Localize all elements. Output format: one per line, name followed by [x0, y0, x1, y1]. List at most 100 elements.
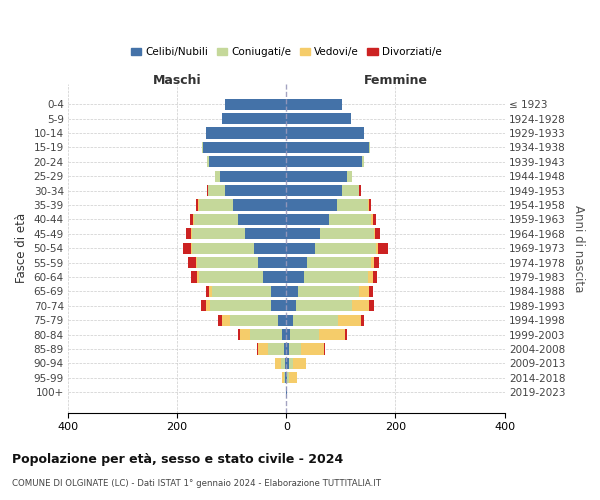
Bar — [194, 214, 238, 225]
Bar — [193, 242, 254, 254]
Bar — [203, 142, 286, 153]
Bar — [314, 242, 376, 254]
Bar — [225, 98, 286, 110]
Bar — [373, 272, 377, 282]
Bar — [192, 228, 245, 239]
Bar — [286, 113, 351, 124]
Bar — [286, 314, 293, 326]
Bar — [259, 344, 268, 354]
Bar — [271, 300, 286, 312]
Bar — [359, 286, 369, 297]
Bar — [215, 170, 220, 182]
Bar — [191, 272, 197, 282]
Bar — [281, 358, 284, 369]
Bar — [371, 257, 374, 268]
Bar — [345, 329, 347, 340]
Bar — [347, 170, 352, 182]
Bar — [369, 200, 371, 210]
Bar — [376, 242, 378, 254]
Bar — [199, 200, 233, 210]
Bar — [304, 272, 368, 282]
Bar — [361, 314, 364, 326]
Bar — [286, 300, 296, 312]
Bar — [283, 372, 284, 384]
Bar — [319, 329, 345, 340]
Text: Femmine: Femmine — [364, 74, 427, 87]
Bar — [359, 185, 361, 196]
Bar — [286, 156, 362, 168]
Bar — [201, 300, 206, 312]
Bar — [369, 286, 373, 297]
Bar — [286, 128, 364, 138]
Y-axis label: Fasce di età: Fasce di età — [15, 213, 28, 284]
Bar — [182, 242, 191, 254]
Bar — [278, 314, 286, 326]
Bar — [320, 228, 374, 239]
Bar — [284, 344, 286, 354]
Bar — [286, 170, 347, 182]
Bar — [222, 113, 286, 124]
Bar — [286, 257, 307, 268]
Bar — [337, 200, 368, 210]
Text: COMUNE DI OLGINATE (LC) - Dati ISTAT 1° gennaio 2024 - Elaborazione TUTTITALIA.I: COMUNE DI OLGINATE (LC) - Dati ISTAT 1° … — [12, 479, 381, 488]
Text: Popolazione per età, sesso e stato civile - 2024: Popolazione per età, sesso e stato civil… — [12, 452, 343, 466]
Bar — [338, 314, 361, 326]
Bar — [196, 200, 199, 210]
Bar — [284, 358, 286, 369]
Bar — [206, 185, 208, 196]
Bar — [206, 128, 286, 138]
Bar — [301, 344, 324, 354]
Bar — [286, 142, 369, 153]
Bar — [286, 242, 314, 254]
Bar — [191, 242, 193, 254]
Bar — [197, 257, 258, 268]
Bar — [285, 372, 286, 384]
Bar — [206, 300, 210, 312]
Bar — [209, 156, 286, 168]
Bar — [220, 170, 286, 182]
Bar — [223, 314, 230, 326]
Bar — [286, 185, 342, 196]
Bar — [186, 228, 191, 239]
Bar — [284, 372, 285, 384]
Bar — [230, 314, 278, 326]
Bar — [286, 272, 304, 282]
Bar — [271, 286, 286, 297]
Bar — [250, 329, 282, 340]
Bar — [206, 156, 209, 168]
Bar — [378, 242, 388, 254]
Bar — [258, 257, 286, 268]
Bar — [197, 272, 199, 282]
Bar — [362, 156, 364, 168]
Bar — [352, 300, 369, 312]
Bar — [254, 242, 286, 254]
Bar — [268, 344, 284, 354]
Bar — [188, 257, 196, 268]
Bar — [196, 257, 197, 268]
Bar — [287, 372, 289, 384]
Bar — [241, 329, 250, 340]
Bar — [293, 358, 306, 369]
Bar — [375, 228, 380, 239]
Bar — [293, 314, 338, 326]
Bar — [324, 344, 325, 354]
Bar — [238, 329, 241, 340]
Bar — [286, 98, 342, 110]
Bar — [257, 344, 259, 354]
Bar — [342, 185, 359, 196]
Bar — [225, 185, 286, 196]
Bar — [307, 257, 371, 268]
Legend: Celibi/Nubili, Coniugati/e, Vedovi/e, Divorziati/e: Celibi/Nubili, Coniugati/e, Vedovi/e, Di… — [127, 43, 446, 61]
Bar — [289, 372, 296, 384]
Bar — [208, 185, 225, 196]
Bar — [374, 228, 375, 239]
Text: Maschi: Maschi — [153, 74, 202, 87]
Bar — [296, 300, 352, 312]
Bar — [286, 228, 320, 239]
Bar — [369, 142, 370, 153]
Bar — [298, 286, 359, 297]
Bar — [369, 300, 374, 312]
Bar — [206, 286, 209, 297]
Bar — [371, 214, 373, 225]
Bar — [209, 286, 212, 297]
